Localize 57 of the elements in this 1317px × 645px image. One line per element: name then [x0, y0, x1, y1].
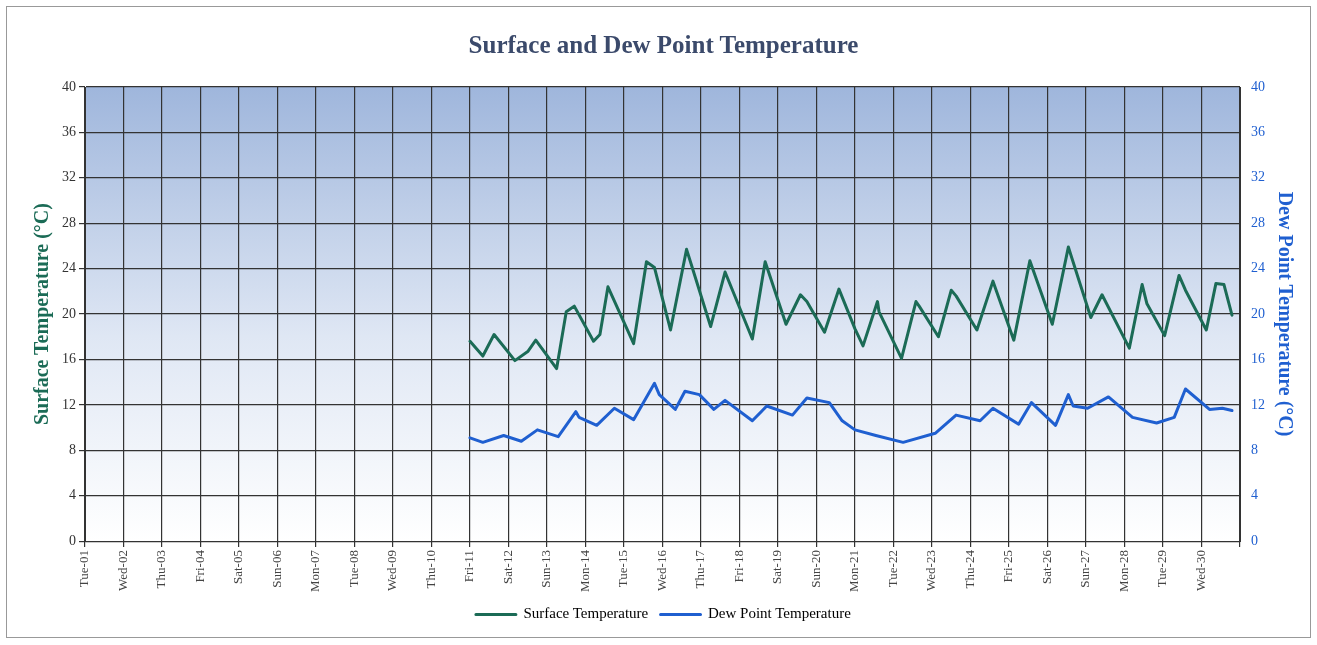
y2-tick-label: 20	[1251, 305, 1265, 321]
x-tick-label: Tue-29	[1154, 550, 1170, 588]
y2-tick-label: 28	[1251, 214, 1265, 230]
x-tick-label: Tue-15	[615, 550, 631, 588]
y2-axis-title: Dew Point Temperature (°C)	[1273, 191, 1297, 437]
x-tick-label: Mon-28	[1115, 550, 1131, 592]
x-tick-label: Tue-01	[76, 550, 92, 588]
x-tick-label: Mon-14	[576, 549, 592, 592]
y2-tick-label: 4	[1251, 487, 1258, 503]
x-tick-label: Wed-23	[923, 550, 939, 591]
y2-tick-label: 36	[1251, 124, 1265, 140]
y2-tick-label: 12	[1251, 396, 1265, 412]
y-tick-label: 24	[62, 260, 76, 276]
y-tick-label: 8	[69, 441, 76, 457]
x-tick-label: Sun-13	[538, 550, 554, 588]
x-tick-label: Sun-20	[807, 550, 823, 588]
y-tick-label: 12	[62, 396, 76, 412]
x-tick-label: Sat-19	[769, 550, 785, 585]
x-tick-label: Fri-25	[1000, 550, 1016, 583]
y-tick-label: 32	[62, 169, 76, 185]
x-tick-label: Thu-10	[422, 550, 438, 589]
y-tick-label: 16	[62, 351, 76, 367]
y-tick-label: 36	[62, 124, 76, 140]
legend-label: Surface Temperature	[523, 605, 649, 622]
chart-title: Surface and Dew Point Temperature	[468, 31, 859, 59]
x-tick-label: Wed-30	[1192, 550, 1208, 591]
y2-tick-label: 0	[1251, 532, 1258, 548]
y-tick-label: 40	[62, 78, 76, 94]
y-axis-title: Surface Temperature (°C)	[30, 203, 54, 426]
y2-tick-label: 32	[1251, 169, 1265, 185]
y2-tick-label: 40	[1251, 78, 1265, 94]
x-tick-label: Mon-07	[307, 549, 323, 592]
x-tick-label: Sat-26	[1038, 549, 1054, 585]
x-tick-label: Fri-11	[461, 550, 477, 583]
x-tick-label: Sat-12	[499, 550, 515, 585]
x-tick-label: Sat-05	[230, 550, 246, 585]
x-tick-label: Sun-06	[268, 549, 284, 588]
y2-tick-label: 24	[1251, 260, 1265, 276]
y2-tick-label: 16	[1251, 351, 1265, 367]
y2-tick-label: 8	[1251, 441, 1258, 457]
x-tick-label: Wed-16	[653, 549, 669, 591]
x-tick-label: Wed-09	[384, 550, 400, 591]
legend-label: Dew Point Temperature	[708, 605, 852, 622]
x-tick-label: Wed-02	[114, 550, 130, 591]
y-tick-label: 0	[69, 532, 76, 548]
y-tick-label: 4	[69, 487, 76, 503]
x-tick-label: Fri-04	[191, 549, 207, 583]
x-tick-label: Thu-24	[961, 549, 977, 589]
x-tick-label: Sun-27	[1077, 549, 1093, 588]
y-tick-label: 28	[62, 214, 76, 230]
x-tick-label: Fri-18	[730, 550, 746, 583]
x-tick-label: Thu-17	[692, 549, 708, 589]
x-tick-label: Tue-08	[345, 550, 361, 588]
y-tick-label: 20	[62, 305, 76, 321]
x-tick-label: Thu-03	[153, 550, 169, 589]
x-tick-label: Mon-21	[846, 550, 862, 592]
x-tick-label: Tue-22	[884, 550, 900, 588]
